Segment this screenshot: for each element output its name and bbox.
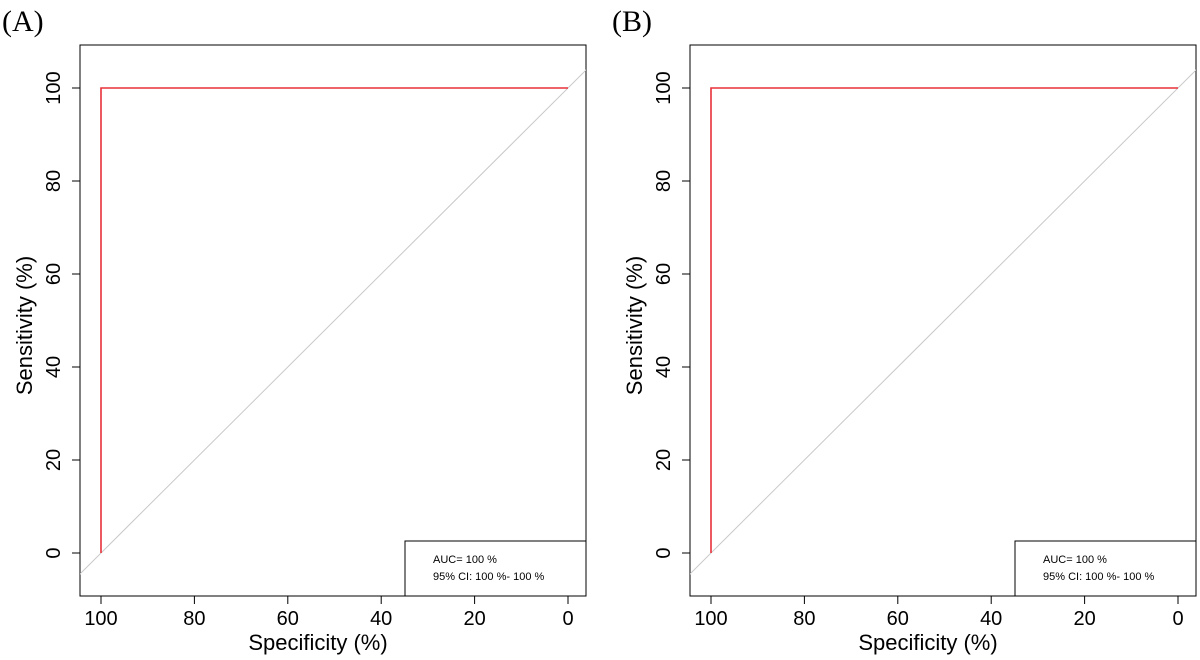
panel-label: (A): [2, 5, 44, 38]
x-tick-label: 80: [183, 608, 205, 630]
x-tick-label: 60: [277, 608, 299, 630]
y-tick-label: 20: [43, 449, 65, 471]
legend-ci: 95% CI: 100 %- 100 %: [433, 571, 545, 583]
plot-frame: [689, 44, 1197, 597]
x-axis-title: Specificity (%): [248, 630, 387, 655]
legend-auc: AUC= 100 %: [1043, 554, 1107, 566]
legend-ci: 95% CI: 100 %- 100 %: [1043, 571, 1155, 583]
legend: AUC= 100 % 95% CI: 100 %- 100 %: [1014, 540, 1197, 597]
y-tick-label: 40: [43, 356, 65, 378]
plot-frame: [79, 44, 587, 597]
y-tick-label: 80: [43, 170, 65, 192]
x-tick-label: 0: [562, 608, 573, 630]
roc-curve: [100, 87, 568, 553]
x-tick-label: 20: [463, 608, 485, 630]
y-tick-label: 80: [653, 170, 675, 192]
legend-auc: AUC= 100 %: [433, 554, 497, 566]
x-tick-label: 40: [370, 608, 392, 630]
panel-label: (B): [612, 5, 652, 38]
x-tick-label: 40: [980, 608, 1002, 630]
y-tick-label: 40: [653, 356, 675, 378]
legend-box: [1014, 540, 1197, 597]
x-tick-label: 80: [793, 608, 815, 630]
y-axis-title: Sensitivity (%): [622, 256, 647, 395]
roc-panel-a: (A) 0 20 40 60 80 100 100 80 60 40 20 0 Specificity (…: [2, 5, 587, 655]
y-tick-label: 0: [43, 547, 65, 558]
roc-panel-b: (B) 0 20 40 60 80 100 100 80 60 40 20 0 Specificity (…: [612, 5, 1197, 655]
y-tick-label: 100: [653, 71, 675, 104]
reference-diagonal: [690, 69, 1196, 575]
roc-curve: [710, 87, 1178, 553]
x-tick-label: 0: [1172, 608, 1183, 630]
y-tick-label: 100: [43, 71, 65, 104]
y-tick-label: 60: [43, 263, 65, 285]
y-tick-label: 20: [653, 449, 675, 471]
y-tick-label: 0: [653, 547, 675, 558]
x-tick-label: 100: [694, 608, 727, 630]
legend: AUC= 100 % 95% CI: 100 %- 100 %: [404, 540, 587, 597]
x-axis-title: Specificity (%): [858, 630, 997, 655]
x-tick-label: 60: [887, 608, 909, 630]
x-tick-label: 20: [1073, 608, 1095, 630]
x-tick-label: 100: [84, 608, 117, 630]
reference-diagonal: [80, 69, 586, 575]
legend-box: [404, 540, 587, 597]
y-axis-title: Sensitivity (%): [12, 256, 37, 395]
y-tick-label: 60: [653, 263, 675, 285]
